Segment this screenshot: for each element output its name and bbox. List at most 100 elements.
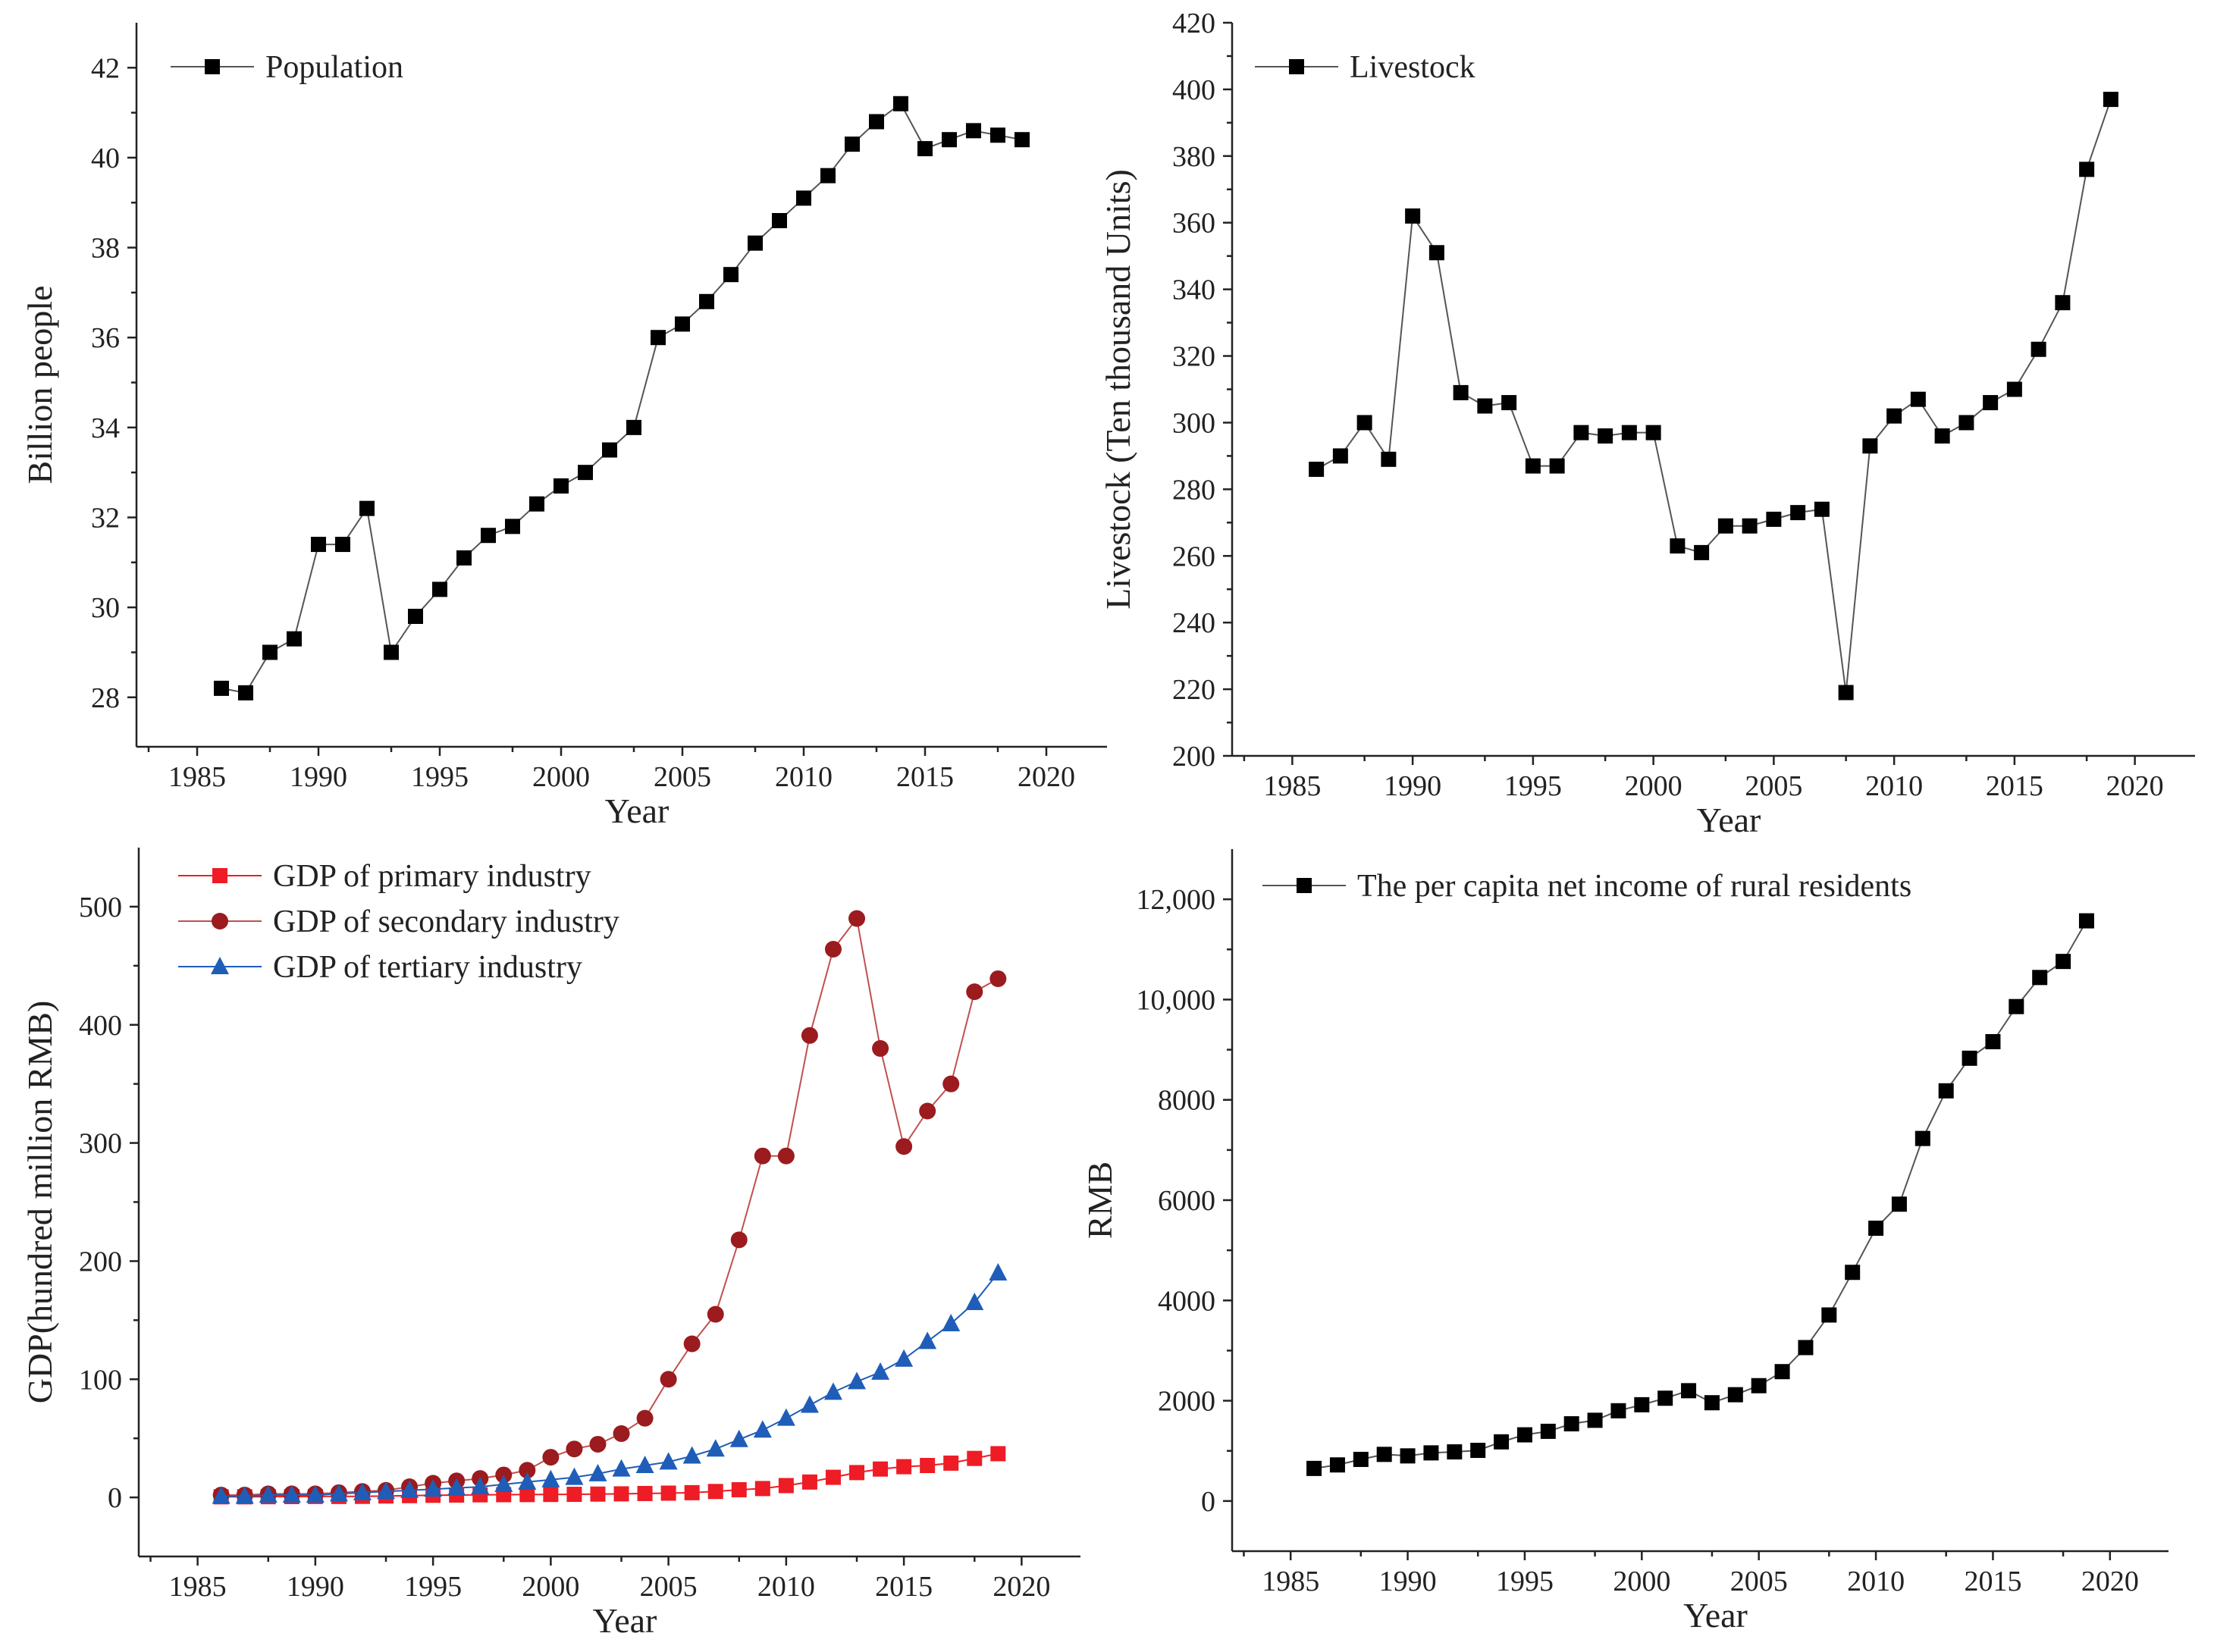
y-tick-label: 100	[79, 1364, 122, 1396]
data-point	[1657, 1390, 1673, 1406]
y-tick-label: 420	[1172, 8, 1215, 39]
data-point	[1423, 1445, 1439, 1461]
y-axis-title: Billion people	[20, 286, 59, 484]
data-point	[796, 190, 811, 206]
data-point	[965, 1292, 984, 1310]
data-point	[1610, 1403, 1626, 1418]
y-tick-label: 30	[91, 592, 120, 624]
data-point	[626, 419, 641, 435]
data-point	[1983, 395, 1999, 411]
legend-entry: GDP of tertiary industry	[178, 950, 582, 985]
y-tick-label: 10,000	[1137, 984, 1216, 1016]
data-point	[1329, 1457, 1345, 1473]
y-tick-label: 38	[91, 233, 120, 265]
data-point	[408, 608, 423, 624]
data-point	[873, 1461, 889, 1477]
series-line	[221, 102, 1023, 694]
data-point	[2006, 381, 2022, 397]
data-point	[800, 1395, 819, 1413]
data-point	[384, 644, 399, 660]
x-tick-label: 2010	[1865, 770, 1923, 802]
data-point	[872, 1039, 889, 1057]
y-tick-label: 300	[79, 1128, 122, 1160]
data-point	[659, 1452, 678, 1470]
data-point	[1634, 1397, 1650, 1412]
data-point	[1306, 1460, 1322, 1476]
data-point	[1525, 458, 1541, 474]
data-point	[329, 1484, 348, 1502]
data-point	[871, 1362, 890, 1380]
data-point	[990, 127, 1005, 143]
data-point	[637, 1485, 653, 1501]
data-point	[554, 478, 569, 494]
data-point	[966, 123, 981, 139]
data-point	[456, 550, 472, 566]
data-point	[565, 1467, 584, 1485]
x-tick-label: 2015	[896, 761, 954, 793]
x-tick-label: 1985	[169, 1571, 227, 1603]
data-point	[1381, 451, 1397, 467]
y-tick-label: 42	[91, 52, 120, 84]
y-tick-label: 380	[1172, 141, 1215, 173]
data-point	[1670, 538, 1686, 554]
data-point	[259, 1484, 278, 1503]
data-point	[505, 519, 520, 534]
y-tick-label: 32	[91, 502, 120, 534]
data-point	[1428, 245, 1444, 261]
y-tick-label: 6000	[1158, 1185, 1215, 1217]
data-point	[235, 1486, 254, 1504]
data-point	[2056, 954, 2071, 970]
legend-marker	[1289, 59, 1304, 74]
y-tick-label: 0	[1201, 1486, 1215, 1518]
data-point	[1910, 391, 1926, 407]
legend-label: GDP of primary industry	[273, 859, 591, 894]
y-tick-label: 220	[1172, 674, 1215, 706]
data-point	[801, 1027, 818, 1044]
x-tick-label: 2020	[2106, 770, 2164, 802]
data-point	[675, 316, 690, 332]
data-point	[990, 1446, 1006, 1462]
data-point	[777, 1147, 795, 1165]
data-point	[845, 136, 860, 152]
data-point	[1447, 1444, 1463, 1460]
data-point	[589, 1435, 607, 1453]
y-tick-label: 320	[1172, 341, 1215, 373]
data-point	[282, 1484, 301, 1503]
legend-entry: Livestock	[1255, 50, 1475, 85]
x-tick-label: 2010	[757, 1571, 815, 1603]
data-point	[287, 631, 302, 647]
data-point	[778, 1478, 794, 1494]
data-point	[1915, 1130, 1930, 1146]
data-point	[869, 114, 884, 130]
legend-label: GDP of secondary industry	[273, 904, 619, 939]
data-point	[748, 235, 763, 251]
y-tick-label: 240	[1172, 607, 1215, 639]
legend-label: Livestock	[1350, 50, 1475, 85]
data-point	[1814, 501, 1830, 517]
data-point	[1645, 425, 1661, 440]
data-point	[1353, 1451, 1369, 1467]
y-tick-label: 360	[1172, 208, 1215, 240]
data-point	[825, 1469, 841, 1485]
data-point	[1598, 428, 1613, 444]
x-tick-label: 2000	[532, 761, 590, 793]
data-point	[2055, 295, 2071, 311]
y-tick-label: 200	[1172, 741, 1215, 773]
data-point	[1453, 384, 1469, 400]
data-point	[706, 1439, 725, 1457]
data-point	[353, 1482, 372, 1500]
data-point	[918, 1331, 937, 1349]
data-point	[2078, 913, 2094, 929]
data-point	[1621, 425, 1637, 440]
data-point	[1477, 398, 1493, 414]
data-point	[447, 1478, 466, 1496]
data-point	[942, 1314, 961, 1332]
legend-label: The per capita net income of rural resid…	[1357, 869, 1911, 904]
y-tick-label: 28	[91, 682, 120, 714]
y-tick-label: 36	[91, 322, 120, 354]
data-point	[1694, 544, 1710, 560]
data-point	[519, 1462, 536, 1479]
chart-panel-income: 1985 1990 1995 2000 2005 2010 2015 2020 0 2000 400…	[1080, 849, 2169, 1635]
data-point	[1405, 208, 1421, 224]
data-point	[541, 1469, 560, 1487]
